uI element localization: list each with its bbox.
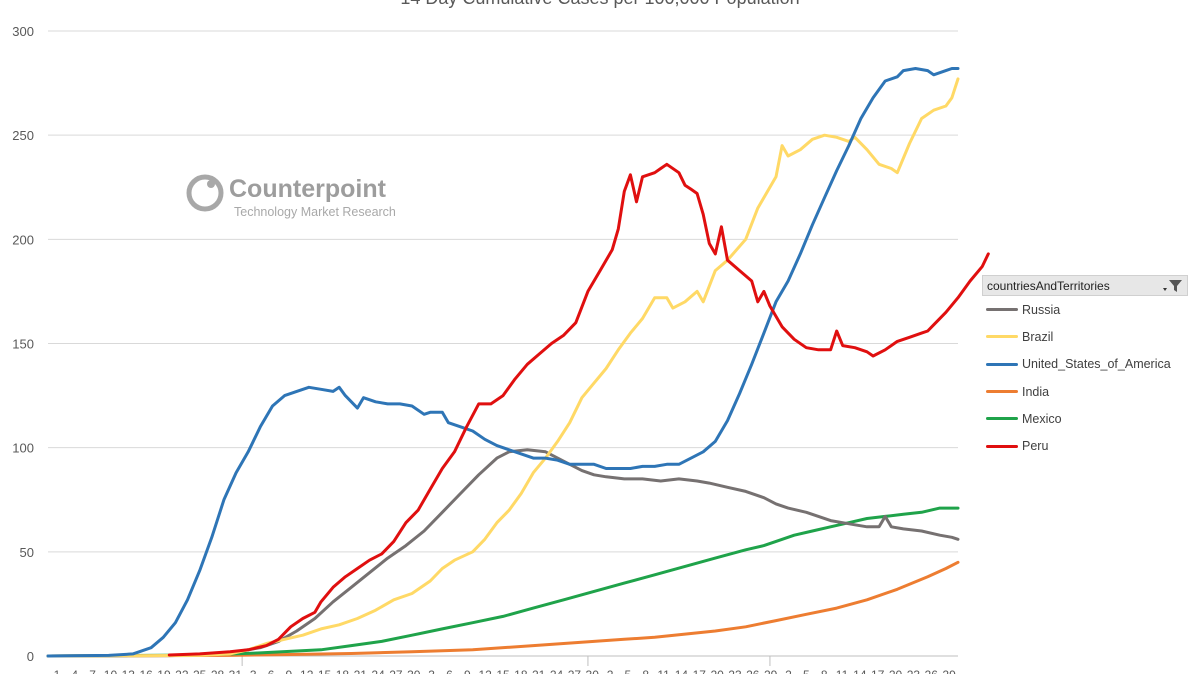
x-tick-label: 15	[318, 668, 332, 674]
x-tick-label: 28	[211, 668, 225, 674]
x-tick-label: 24	[371, 668, 385, 674]
x-tick-label: 30	[407, 668, 421, 674]
legend-item-peru[interactable]: Peru	[982, 432, 1188, 459]
y-axis-ticks: 0 50 100 150 200 250 300	[12, 24, 34, 664]
x-tick-label: 18	[514, 668, 528, 674]
legend-item-russia[interactable]: Russia	[982, 296, 1188, 323]
legend-label: Russia	[1022, 302, 1061, 317]
legend-items: Russia Brazil United_States_of_America Indi…	[982, 296, 1188, 460]
x-tick-label: 16	[139, 668, 153, 674]
x-tick-label: 6	[268, 668, 275, 674]
x-tick-label: 19	[157, 668, 171, 674]
x-tick-label: 2	[607, 668, 614, 674]
x-tick-label: 12	[300, 668, 314, 674]
filter-funnel-icon	[1169, 279, 1182, 292]
x-tick-label: 8	[821, 668, 828, 674]
x-tick-label: 7	[89, 668, 96, 674]
y-tick-label: 50	[20, 545, 34, 560]
legend-item-brazil[interactable]: Brazil	[982, 323, 1188, 350]
x-tick-label: 27	[568, 668, 582, 674]
legend-header-label: countriesAndTerritories	[987, 278, 1110, 293]
legend-swatch	[986, 335, 1018, 339]
y-tick-label: 250	[12, 128, 34, 143]
series-lines	[46, 67, 990, 658]
x-tick-label: 17	[693, 668, 707, 674]
legend-label: Mexico	[1022, 411, 1062, 426]
series-line-united-states-of-america	[46, 67, 960, 658]
x-tick-label: 8	[642, 668, 649, 674]
x-tick-label: 14	[853, 668, 867, 674]
series-line-peru	[167, 162, 990, 657]
y-tick-label: 300	[12, 24, 34, 39]
series-line-russia	[46, 448, 960, 658]
legend-swatch	[986, 390, 1018, 394]
x-tick-label: 30	[586, 668, 600, 674]
filter-dropdown-button[interactable]	[1161, 277, 1183, 294]
counterpoint-watermark: Counterpoint Technology Market Research	[186, 174, 396, 219]
legend-item-mexico[interactable]: Mexico	[982, 405, 1188, 432]
x-tick-label: 29	[942, 668, 956, 674]
legend-item-united-states-of-america[interactable]: United_States_of_America	[982, 351, 1188, 378]
x-tick-label: 24	[550, 668, 564, 674]
x-tick-label: 11	[657, 668, 670, 674]
x-tick-label: 27	[389, 668, 403, 674]
x-tick-label: 14	[675, 668, 689, 674]
legend-swatch	[986, 417, 1018, 421]
y-tick-label: 150	[12, 337, 34, 352]
x-tick-label: 17	[871, 668, 885, 674]
legend-swatch	[986, 308, 1018, 312]
x-tick-label: 20	[889, 668, 903, 674]
x-tick-label: 12	[478, 668, 492, 674]
series-line-india	[46, 560, 960, 658]
x-tick-label: 26	[746, 668, 760, 674]
x-axis-ticks: 1471013161922252831369121518212427303691…	[54, 668, 956, 674]
x-tick-label: 25	[193, 668, 207, 674]
x-tick-label: 2	[785, 668, 792, 674]
x-tick-label: 31	[229, 668, 243, 674]
x-tick-label: 6	[446, 668, 453, 674]
legend-swatch	[986, 444, 1018, 448]
y-tick-label: 0	[27, 649, 34, 664]
x-tick-label: 1	[54, 668, 61, 674]
x-tick-label: 21	[532, 668, 546, 674]
y-tick-label: 200	[12, 232, 34, 247]
x-tick-label: 5	[803, 668, 810, 674]
watermark-tagline: Technology Market Research	[234, 205, 396, 219]
legend-swatch	[986, 362, 1018, 366]
x-tick-label: 15	[496, 668, 510, 674]
counterpoint-logo-icon	[186, 174, 224, 212]
dropdown-arrow-icon	[1163, 287, 1167, 291]
legend-header[interactable]: countriesAndTerritories	[982, 275, 1188, 296]
legend: countriesAndTerritories Russia Brazil Unit…	[982, 275, 1188, 460]
x-tick-label: 22	[175, 668, 189, 674]
x-tick-label: 5	[625, 668, 632, 674]
y-tick-label: 100	[12, 441, 34, 456]
x-tick-label: 29	[764, 668, 778, 674]
x-tick-label: 9	[286, 668, 293, 674]
x-tick-label: 20	[710, 668, 724, 674]
series-line-mexico	[46, 506, 960, 658]
x-tick-label: 23	[907, 668, 921, 674]
x-tick-label: 18	[336, 668, 350, 674]
x-tick-label: 3	[428, 668, 435, 674]
chart-title: 14 Day Cumulative Cases per 100,000 Popu…	[400, 0, 799, 8]
legend-item-india[interactable]: India	[982, 378, 1188, 405]
x-tick-label: 10	[104, 668, 118, 674]
legend-label: Peru	[1022, 439, 1049, 454]
x-tick-label: 11	[836, 668, 849, 674]
x-tick-label: 13	[122, 668, 136, 674]
watermark-brand: Counterpoint	[229, 175, 387, 203]
x-tick-label: 3	[250, 668, 257, 674]
series-line-brazil	[46, 77, 960, 658]
legend-label: Brazil	[1022, 329, 1054, 344]
legend-label: United_States_of_America	[1022, 357, 1171, 372]
x-tick-label: 23	[728, 668, 742, 674]
legend-label: India	[1022, 384, 1050, 399]
x-tick-label: 21	[354, 668, 368, 674]
x-tick-label: 4	[71, 668, 78, 674]
x-tick-label: 26	[925, 668, 939, 674]
x-tick-label: 9	[464, 668, 471, 674]
